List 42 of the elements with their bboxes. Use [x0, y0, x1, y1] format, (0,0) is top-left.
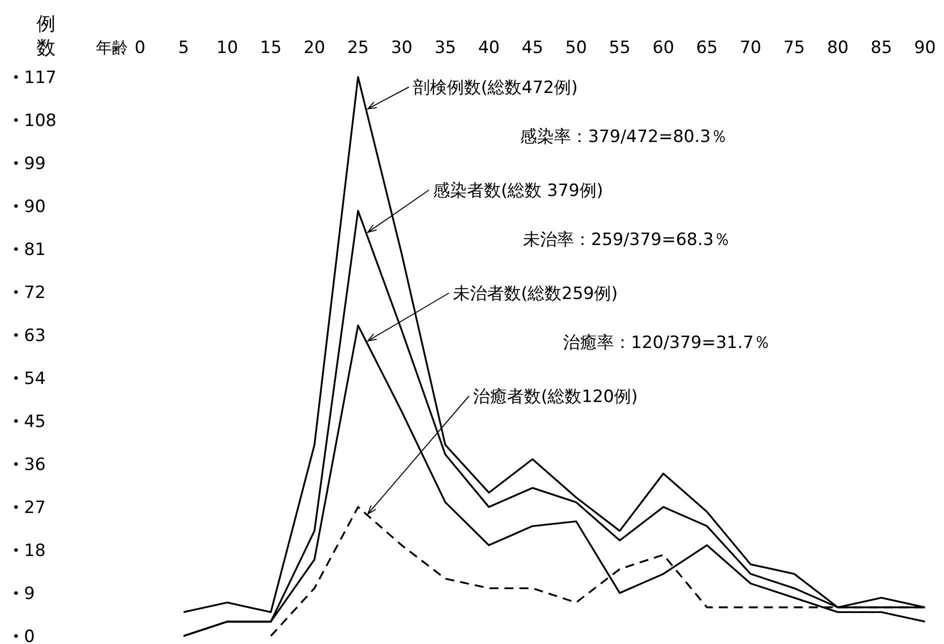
y-tick-label: 81 [24, 240, 46, 260]
y-tick-label: 36 [24, 455, 46, 475]
x-tick-label: 75 [783, 38, 805, 58]
y-tick-label: 108 [24, 111, 56, 131]
y-tick-label: 9 [24, 584, 35, 604]
y-axis-title: 例数 [36, 13, 56, 59]
text: 感染者数(総数 379例) [433, 181, 604, 201]
y-tick-label: 0 [24, 627, 35, 644]
x-tick-label: 10 [216, 38, 238, 58]
y-tick-label: 18 [24, 541, 46, 561]
y-tick-label: 63 [24, 326, 46, 346]
x-tick-label: 30 [390, 38, 412, 58]
y-tick-label: 117 [24, 68, 56, 88]
x-tick-label: 20 [304, 38, 326, 58]
x-tick-label: 85 [870, 38, 892, 58]
x-tick-label: 80 [826, 38, 849, 58]
y-tick-label: 99 [24, 154, 46, 174]
x-tick-label: 60 [652, 38, 674, 58]
y-tick-label: 27 [24, 498, 46, 518]
x-tick-label: 40 [478, 38, 500, 58]
y-tick-label: 54 [24, 369, 46, 389]
x-tick-label: 25 [347, 38, 369, 58]
x-tick-label: 65 [696, 38, 718, 58]
y-tick-label: 90 [24, 197, 46, 217]
x-tick-label: 15 [260, 38, 282, 58]
x-tick-label: 0 [134, 38, 146, 58]
legend-label: 剖検例数(総数472例) [413, 78, 578, 98]
x-tick-label: 70 [740, 38, 762, 58]
y-tick-label: 72 [24, 283, 46, 303]
annotation: 感染率：379/472=80.3％ [520, 127, 728, 147]
x-tick-label: 90 [914, 38, 936, 58]
y-tick-label: 45 [24, 412, 46, 432]
x-tick-label: 45 [522, 38, 544, 58]
annotation: 治癒率：120/379=31.7％ [563, 333, 771, 353]
text: 治癒者数(総数120例) [473, 387, 638, 407]
x-axis-title: 年齢 [96, 38, 128, 57]
x-tick-label: 55 [608, 38, 631, 58]
annotation: 未治率：259/379=68.3％ [523, 230, 731, 250]
x-tick-label: 5 [178, 38, 190, 58]
text: 未治者数(総数259例) [453, 284, 618, 304]
x-tick-label: 50 [565, 38, 587, 58]
x-tick-label: 35 [434, 38, 456, 58]
